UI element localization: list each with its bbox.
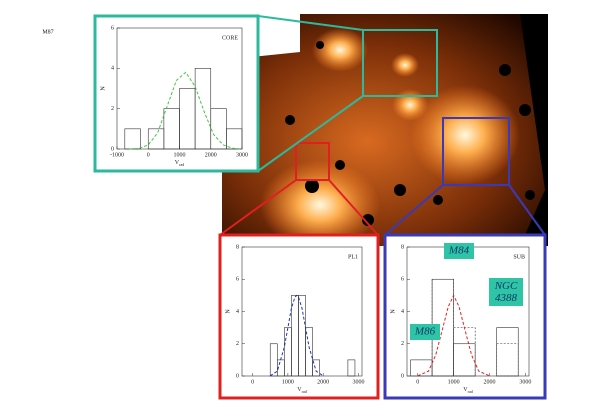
x-tick-label: 2000 [484,379,496,385]
x-tick-label: 3000 [236,152,248,158]
x-axis-label: Vrad [297,387,306,394]
x-axis-label: Vrad [175,160,184,167]
x-tick-label: 2000 [317,379,329,385]
histogram-bar [305,327,313,377]
inset-panel: 0 1000 2000 3000 0 2 4 6 8 Vrad N SUB M84 NGC 4388 M86 [383,233,547,400]
y-tick-label: 6 [236,277,239,283]
y-tick-label: 6 [401,277,404,283]
y-tick-label: 4 [236,309,239,315]
histogram-bar [496,343,519,377]
x-tick-label: 2000 [205,152,217,158]
x-axis-label: Vrad [463,387,472,394]
annotation-box [410,324,440,340]
y-tick-label: 4 [111,66,114,72]
annotation: M87 [42,29,53,35]
panel-label: PL1 [348,254,358,260]
y-tick-label: 8 [401,244,404,250]
x-axis-label-main: V [175,160,180,166]
x-tick-label: 1000 [282,379,294,385]
y-axis-label: N [225,309,231,314]
model-curve [269,294,324,377]
panel-label: SUB [513,254,525,260]
x-tick-label: 0 [147,152,150,158]
y-axis-label: N [100,86,106,91]
model-curve [417,294,490,377]
annotation-box [444,243,474,259]
y-tick-label: 2 [236,341,239,347]
x-tick-label: 1000 [174,152,186,158]
y-tick-label: 0 [401,373,404,379]
annotation: M84 [448,245,470,257]
y-axis-label: N [390,309,396,314]
histogram-bar [431,278,454,377]
panel-label: CORE [222,35,238,41]
zoom-markers [219,15,546,236]
x-tick-label: 1000 [448,379,460,385]
y-tick-label: 4 [401,309,404,315]
y-tick-label: 0 [111,146,114,152]
x-tick-label: 3000 [352,379,364,385]
x-tick-label: 3000 [519,379,531,385]
histogram-bar [347,359,356,377]
x-axis-label-sub: rad [179,162,184,167]
histogram-bar [226,128,243,150]
annotation: NGC 4388 [494,280,518,304]
inset-panel: 0 1000 2000 3000 0 2 4 6 8 Vrad N PL1 M87 [42,29,380,400]
inset-frame [93,14,260,173]
x-axis-label-sub: rad [468,389,473,394]
annotation-line: 4388 [495,292,518,304]
y-tick-label: 6 [111,25,114,31]
y-tick-label: 2 [401,341,404,347]
annotation-box [489,278,523,306]
annotation: M86 [414,326,436,338]
histogram-bar [124,128,141,150]
annotation-line: NGC [494,280,518,292]
x-axis-label-sub: rad [302,389,307,394]
x-tick-label: -1000 [110,152,124,158]
x-tick-label: 0 [416,379,419,385]
histogram-bar [312,359,320,377]
y-tick-label: 0 [236,373,239,379]
inset-frame [218,233,380,400]
y-tick-label: 8 [236,244,239,250]
x-tick-label: 0 [251,379,254,385]
sky-image [222,14,548,250]
y-tick-label: 2 [111,106,114,112]
x-axis-label-main: V [463,387,468,393]
model-curve [129,71,243,150]
x-axis-label-main: V [297,387,302,393]
